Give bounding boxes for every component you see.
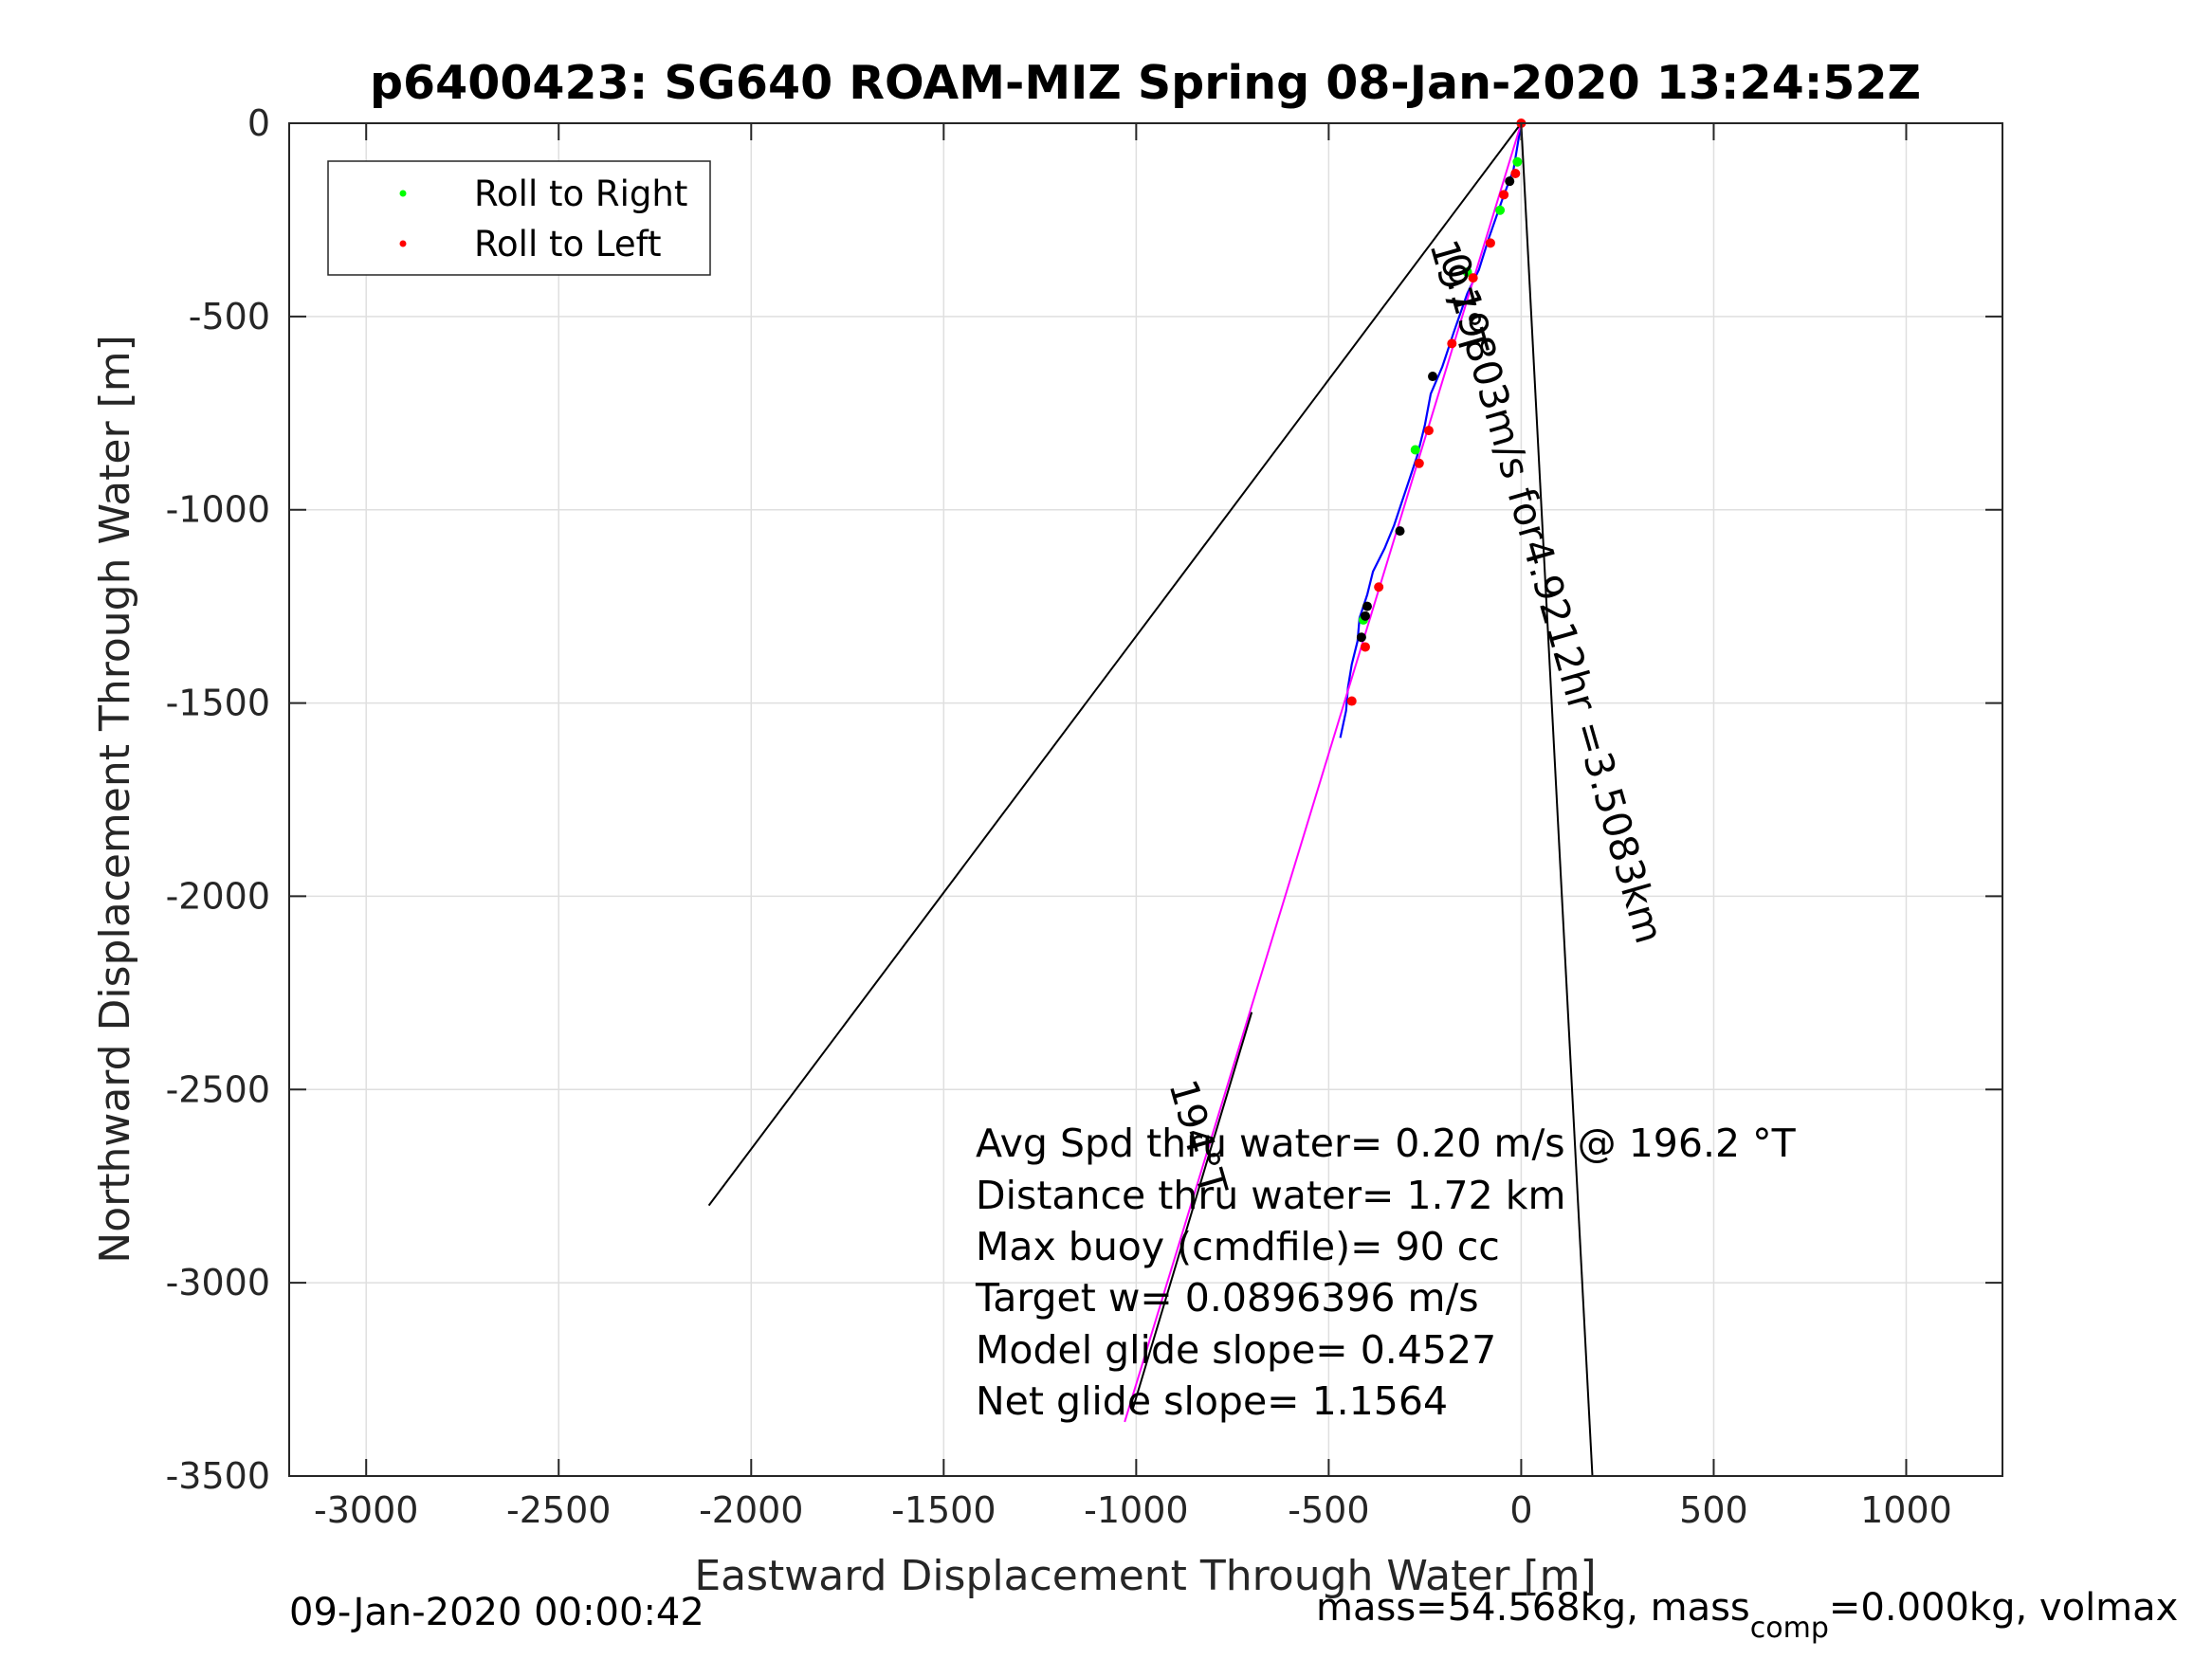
x-tick-label: -2500 xyxy=(506,1489,611,1531)
x-tick-label: -2000 xyxy=(699,1489,803,1531)
footer-date: 09-Jan-2020 00:00:42 xyxy=(289,1591,704,1634)
legend-label-left: Roll to Left xyxy=(474,224,662,264)
y-tick-label: -500 xyxy=(189,296,270,337)
y-tick-label: -3500 xyxy=(166,1455,270,1497)
x-tick-label: 0 xyxy=(1509,1489,1532,1531)
data-point xyxy=(1360,611,1370,621)
plot-frame xyxy=(288,122,2003,1477)
data-point xyxy=(1505,176,1515,187)
data-point xyxy=(1410,445,1420,455)
data-point xyxy=(1414,458,1424,468)
x-tick-label: -1500 xyxy=(891,1489,996,1531)
data-layer xyxy=(707,118,1594,1477)
stats-line-6: Net glide slope= 1.1564 xyxy=(976,1378,1448,1424)
legend-box xyxy=(327,160,711,276)
data-point xyxy=(1362,601,1372,611)
footer-mass: mass=54.568kg, masscomp=0.000kg, volmax xyxy=(1316,1586,2178,1645)
series-line-1 xyxy=(1124,122,1523,1423)
x-tick-label: -3000 xyxy=(314,1489,418,1531)
x-axis-title: Eastward Displacement Through Water [m] xyxy=(694,1552,1596,1600)
x-tick-label: -500 xyxy=(1288,1489,1369,1531)
y-tick-label: -2000 xyxy=(166,875,270,917)
stats-line-5: Model glide slope= 0.4527 xyxy=(976,1327,1496,1373)
data-point xyxy=(1423,426,1434,436)
plot-area xyxy=(289,123,2002,1476)
data-point xyxy=(1356,632,1366,643)
data-point xyxy=(1499,190,1509,200)
stats-line-4: Target w= 0.0896396 m/s xyxy=(975,1275,1479,1321)
chart-title: p6400423: SG640 ROAM-MIZ Spring 08-Jan-2… xyxy=(370,56,1921,110)
data-point xyxy=(1360,642,1370,652)
data-point xyxy=(1495,205,1506,215)
stats-line-1: Avg Spd thru water= 0.20 m/s @ 196.2 °T xyxy=(976,1121,1797,1166)
series-line-0 xyxy=(1339,122,1523,738)
data-point xyxy=(1468,273,1478,283)
legend-marker-left xyxy=(399,240,407,247)
data-point xyxy=(1462,266,1472,277)
footer-mass-prefix: mass=54.568kg, mass xyxy=(1316,1586,1750,1630)
y-tick-label: -2500 xyxy=(166,1068,270,1110)
legend-label-right: Roll to Right xyxy=(474,173,687,214)
stats-line-3: Max buoy (cmdfile)= 90 cc xyxy=(976,1224,1500,1269)
ticks: -3000 -2500 -2000 -1500 -1000 -500 0 500 1000 0 -5… xyxy=(166,102,2002,1531)
data-point xyxy=(1447,338,1457,349)
x-tick-label: 1000 xyxy=(1860,1489,1952,1531)
data-point xyxy=(1510,169,1521,179)
footer-mass-sub: comp xyxy=(1750,1612,1829,1645)
legend: Roll to Right Roll to Left xyxy=(327,160,711,276)
data-point xyxy=(1485,238,1495,248)
data-point xyxy=(1512,156,1523,167)
y-tick-label: -3000 xyxy=(166,1262,270,1304)
series-line-4 xyxy=(1131,1012,1253,1411)
x-tick-label: 500 xyxy=(1679,1489,1748,1531)
y-tick-label: -1000 xyxy=(166,489,270,531)
stats-line-2: Distance thru water= 1.72 km xyxy=(976,1173,1565,1218)
data-point xyxy=(1395,526,1405,537)
y-tick-label: -1500 xyxy=(166,683,270,724)
data-point xyxy=(1374,582,1384,592)
footer-mass-suffix: =0.000kg, volmax xyxy=(1829,1586,2178,1630)
legend-marker-right xyxy=(399,190,407,197)
x-tick-label: -1000 xyxy=(1084,1489,1188,1531)
y-tick-label: 0 xyxy=(247,102,270,144)
y-axis-title: Northward Displacement Through Water [m] xyxy=(91,335,139,1263)
data-point xyxy=(1346,696,1357,706)
series-line-3 xyxy=(1520,122,1594,1477)
series-line-2 xyxy=(707,122,1523,1207)
stats-block: Avg Spd thru water= 0.20 m/s @ 196.2 °T … xyxy=(975,1121,1797,1424)
data-point xyxy=(1428,372,1438,382)
